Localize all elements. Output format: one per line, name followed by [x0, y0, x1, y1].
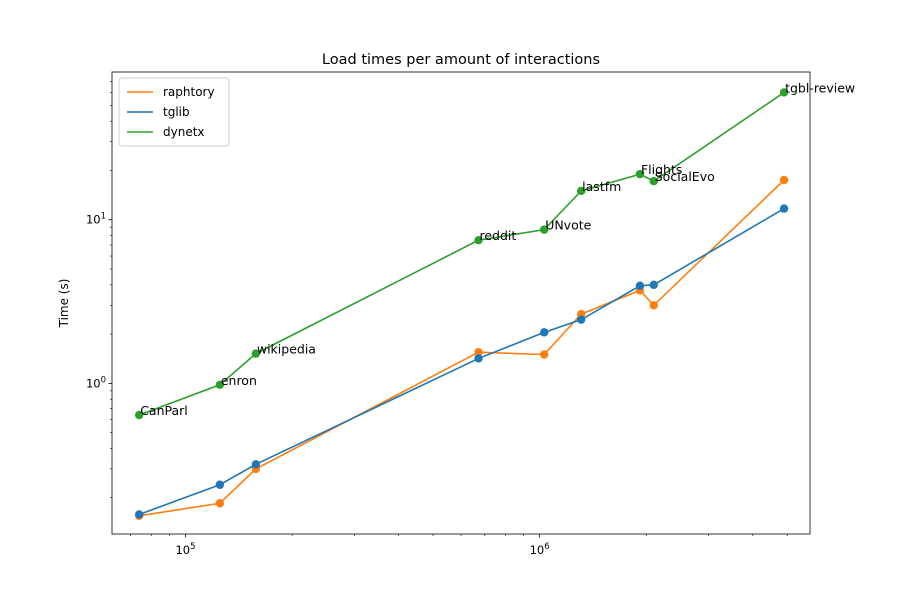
data-point-raphtory — [779, 175, 789, 185]
data-point-dynetx — [474, 235, 483, 245]
chart-title: Load times per amount of interactions — [322, 52, 600, 68]
data-point-tglib — [649, 280, 658, 290]
data-point-raphtory — [649, 301, 658, 310]
y-axis-label: Time (s) — [57, 279, 71, 329]
data-point-dynetx — [635, 169, 645, 179]
data-point-dynetx — [576, 186, 586, 196]
series-layer — [135, 88, 789, 521]
annotation-layer: CanParl enron wikipedia reddit UNvote lastfm F… — [140, 80, 855, 418]
data-point-raphtory — [215, 499, 225, 508]
annotation-label: tgbl-review — [785, 80, 855, 95]
annotation-label: Flights — [641, 162, 682, 177]
data-point-dynetx — [215, 380, 225, 389]
data-point-tglib — [474, 354, 483, 363]
annotation-label: SocialEvo — [655, 169, 715, 184]
annotation-label: enron — [221, 373, 257, 388]
data-point-raphtory — [539, 350, 549, 359]
x-tick-label: 106 — [530, 542, 550, 557]
plot-frame — [111, 71, 811, 535]
data-point-dynetx — [251, 349, 261, 358]
y-tick-label: 101 — [86, 212, 106, 227]
legend-label: dynetx — [163, 125, 205, 139]
data-point-tglib — [215, 480, 225, 489]
legend-box — [118, 77, 230, 147]
data-point-tglib — [539, 328, 549, 337]
annotation-label: wikipedia — [257, 342, 316, 357]
legend: raphtory tglib dynetx — [118, 77, 230, 147]
annotation-label: lastfm — [582, 179, 621, 194]
data-point-tglib — [251, 460, 261, 469]
data-point-dynetx — [135, 410, 144, 420]
data-point-tglib — [635, 281, 645, 290]
data-point-tglib — [576, 315, 586, 324]
data-point-raphtory — [474, 348, 483, 357]
data-point-dynetx — [779, 88, 789, 97]
x-tick-label: 105 — [175, 542, 195, 557]
data-point-dynetx — [539, 225, 549, 234]
annotation-label: CanParl — [140, 403, 188, 418]
y-tick-label: 100 — [86, 375, 106, 390]
annotation-label: UNvote — [545, 218, 591, 233]
legend-label: raphtory — [163, 85, 215, 99]
axes-layer: 105 106 100 101 — [86, 71, 811, 557]
legend-label: tglib — [163, 105, 190, 119]
data-point-dynetx — [649, 177, 658, 186]
annotation-label: reddit — [480, 228, 517, 243]
data-point-tglib — [779, 204, 789, 213]
data-point-tglib — [135, 510, 144, 519]
